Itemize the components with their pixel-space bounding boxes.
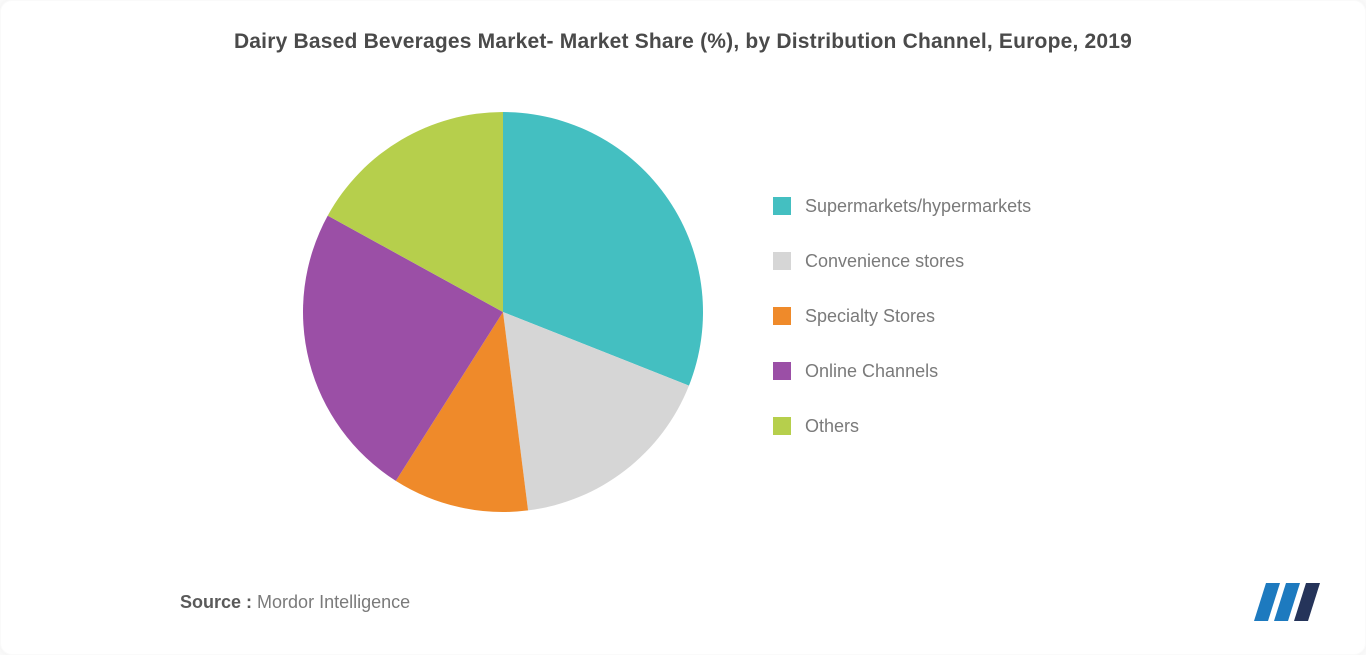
- source-name: Mordor Intelligence: [257, 592, 410, 612]
- legend-label: Convenience stores: [805, 251, 964, 272]
- legend-item: Convenience stores: [773, 251, 1073, 272]
- pie-chart: [293, 102, 713, 522]
- source-label: Source :: [180, 592, 252, 612]
- source-line: Source : Mordor Intelligence: [180, 592, 410, 613]
- chart-title: Dairy Based Beverages Market- Market Sha…: [32, 24, 1334, 54]
- chart-area: Supermarkets/hypermarkets Convenience sto…: [32, 62, 1334, 562]
- legend-label: Online Channels: [805, 361, 938, 382]
- legend-item: Online Channels: [773, 361, 1073, 382]
- legend-swatch: [773, 197, 791, 215]
- legend-swatch: [773, 362, 791, 380]
- legend-item: Supermarkets/hypermarkets: [773, 196, 1073, 217]
- legend-swatch: [773, 417, 791, 435]
- brand-logo: [1252, 577, 1324, 625]
- legend-item: Specialty Stores: [773, 306, 1073, 327]
- legend-swatch: [773, 252, 791, 270]
- legend-label: Others: [805, 416, 859, 437]
- legend-swatch: [773, 307, 791, 325]
- legend-item: Others: [773, 416, 1073, 437]
- legend-label: Specialty Stores: [805, 306, 935, 327]
- legend-label: Supermarkets/hypermarkets: [805, 196, 1031, 217]
- chart-card: Dairy Based Beverages Market- Market Sha…: [0, 0, 1366, 655]
- legend: Supermarkets/hypermarkets Convenience sto…: [773, 188, 1073, 437]
